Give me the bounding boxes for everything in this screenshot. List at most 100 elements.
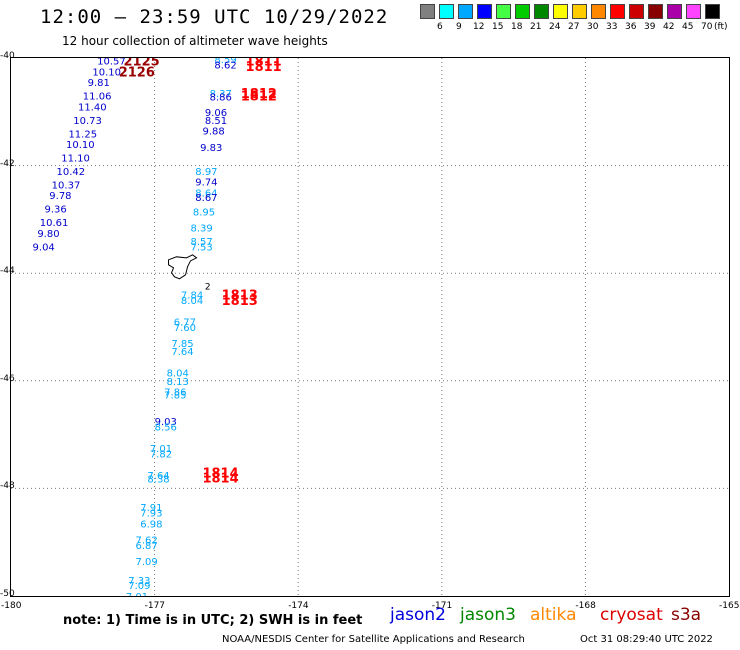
legend-swatch — [420, 4, 435, 19]
legend-swatch — [515, 4, 530, 19]
wave-height-label: 10.10 — [66, 140, 95, 151]
wave-height-label: 8.59 — [214, 58, 236, 66]
wave-height-label: 8.04 — [167, 369, 189, 380]
wave-height-label: 7.84 — [181, 291, 203, 302]
legend-label: 18 — [511, 22, 523, 32]
satellite-label: jason3 — [460, 605, 516, 625]
wave-height-label: 7.33 — [128, 576, 150, 587]
wave-height-label: 9.80 — [37, 229, 59, 240]
wave-height-label: 10.10 — [92, 67, 121, 78]
lon-tick-label: -180 — [1, 601, 22, 611]
legend-swatch — [667, 4, 682, 19]
wave-height-label: 8.04 — [181, 296, 203, 307]
wave-height-label: 9.36 — [45, 205, 67, 216]
wave-height-label: 10.73 — [73, 116, 102, 127]
wave-height-label: 10.37 — [52, 180, 81, 191]
wave-height-label: 8.51 — [205, 116, 227, 127]
island-outline — [168, 254, 198, 280]
wave-height-label: 10.42 — [56, 167, 85, 178]
legend-label: 6 — [437, 22, 443, 32]
wave-height-label: 8.13 — [167, 377, 189, 388]
time-label: 1814 — [202, 472, 238, 487]
wave-height-label: 6.77 — [174, 318, 196, 329]
satellite-label: altika — [530, 605, 577, 625]
wave-height-label: 8.67 — [195, 193, 217, 204]
wave-height-label: 7.01 — [150, 444, 172, 455]
lat-tick-label: -44 — [0, 266, 15, 277]
legend-swatch — [439, 4, 454, 19]
wave-height-label: 9.83 — [200, 143, 222, 154]
time-label: 1811 — [246, 58, 282, 70]
time-label: 2126 — [119, 65, 155, 80]
note-text: note: 1) Time is in UTC; 2) SWH is in fe… — [63, 613, 363, 628]
legend-label: 36 — [625, 22, 637, 32]
legend-label: 21 — [530, 22, 542, 32]
legend-swatch — [458, 4, 473, 19]
wave-height-label: 7.64 — [171, 347, 193, 358]
satellite-label: jason2 — [390, 605, 446, 625]
time-label: 1811 — [246, 60, 282, 75]
wave-height-label: 8.62 — [214, 60, 236, 71]
wave-height-label: 10.57 — [97, 58, 126, 68]
wave-height-label: 9.06 — [205, 108, 227, 119]
legend-swatch — [477, 4, 492, 19]
wave-height-label: 7.01 — [126, 592, 148, 596]
legend-swatch — [629, 4, 644, 19]
wave-height-label: 9.03 — [155, 417, 177, 428]
wave-height-label: 7.85 — [164, 390, 186, 401]
wave-height-label: 6.87 — [135, 541, 157, 552]
lat-tick-label: -42 — [0, 158, 15, 169]
time-label: 1812 — [241, 90, 277, 105]
wave-height-label: 9.74 — [195, 178, 217, 189]
color-legend: 6 9 12 15 18 21 24 27 30 33 36 39 42 45 70 (ft) — [420, 4, 730, 36]
wave-height-label: 8.38 — [147, 475, 169, 486]
wave-height-label: 7.85 — [171, 339, 193, 350]
legend-label: 45 — [682, 22, 694, 32]
legend-label: 33 — [606, 22, 618, 32]
legend-label: 39 — [644, 22, 656, 32]
legend-swatch — [705, 4, 720, 19]
wave-height-label: 9.04 — [33, 242, 55, 253]
satellite-label: s3a — [671, 605, 702, 625]
time-label: 1813 — [222, 289, 258, 304]
wave-height-label: 7.09 — [135, 557, 157, 568]
timestamp-text: Oct 31 08:29:40 UTC 2022 — [580, 634, 713, 645]
wave-height-label: 7.09 — [128, 581, 150, 592]
wave-height-label: 8.56 — [155, 423, 177, 434]
legend-label: 9 — [456, 22, 462, 32]
wave-height-label: 8.64 — [195, 189, 217, 200]
wave-height-label: 8.39 — [191, 223, 213, 234]
wave-height-label: 8.97 — [195, 167, 217, 178]
legend-swatch — [648, 4, 663, 19]
legend-swatch — [534, 4, 549, 19]
wave-height-label: 11.10 — [61, 154, 90, 165]
legend-label: 30 — [587, 22, 599, 32]
legend-unit: (ft) — [714, 22, 728, 32]
wave-height-map[interactable]: 2 10.57 10.10 9.81 11.06 11.40 10.73 11.25 10.10… — [10, 57, 730, 597]
wave-height-label: 6.98 — [140, 519, 162, 530]
lon-tick-label: -171 — [431, 601, 453, 611]
wave-height-label: 7.53 — [191, 242, 213, 253]
legend-label: 27 — [568, 22, 580, 32]
wave-height-label: 8.86 — [210, 93, 232, 104]
wave-height-label: 7.64 — [147, 471, 169, 482]
page-subtitle: 12 hour collection of altimeter wave hei… — [62, 34, 328, 48]
wave-height-label: 11.25 — [68, 129, 97, 140]
wave-height-label: 9.78 — [49, 191, 71, 202]
wave-height-label: 11.40 — [78, 102, 107, 113]
lon-tick-label: -177 — [144, 601, 166, 611]
lon-tick-label: -174 — [288, 601, 309, 611]
wave-height-label: 7.82 — [150, 449, 172, 460]
legend-label: 12 — [473, 22, 485, 32]
lat-tick-label: -50 — [0, 589, 15, 599]
page-title: 12:00 – 23:59 UTC 10/29/2022 — [40, 6, 389, 28]
time-label: 1813 — [222, 294, 258, 309]
wave-height-label: 9.88 — [202, 127, 224, 138]
legend-swatch — [496, 4, 511, 19]
legend-swatch — [591, 4, 606, 19]
legend-swatch — [553, 4, 568, 19]
legend-swatch — [610, 4, 625, 19]
wave-height-label: 7.62 — [135, 536, 157, 547]
legend-label: 15 — [492, 22, 504, 32]
island-marker: 2 — [205, 282, 211, 292]
